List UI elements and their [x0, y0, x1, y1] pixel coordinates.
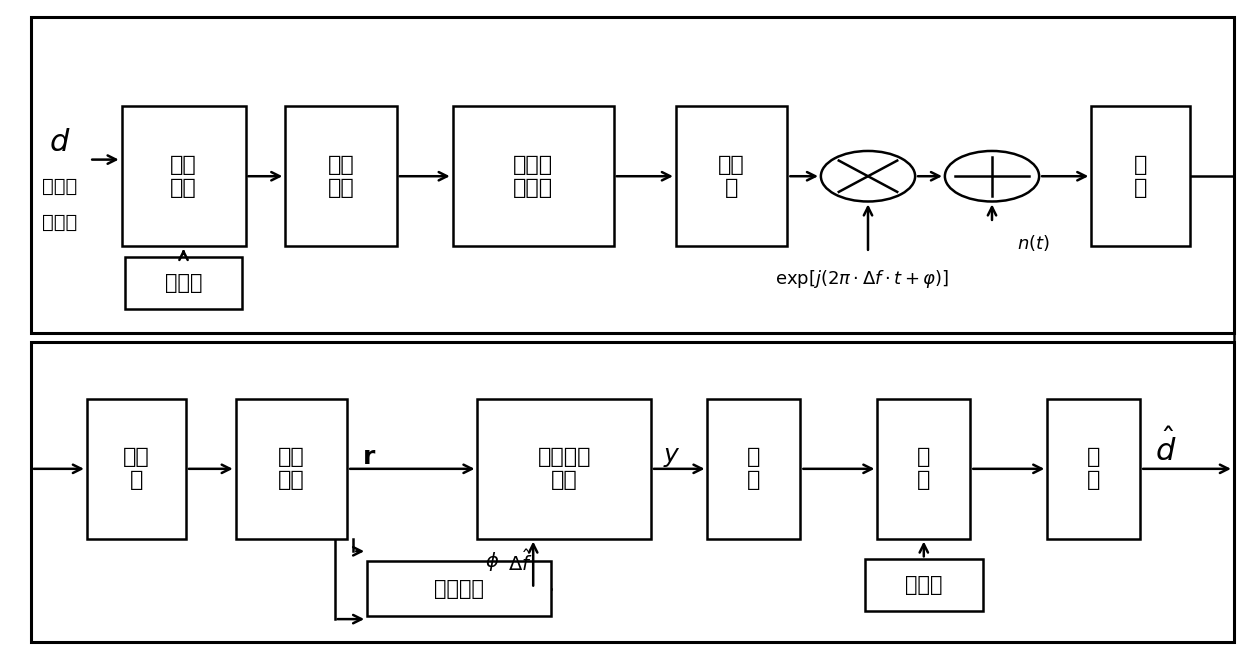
- Text: 数字
采样: 数字 采样: [278, 448, 305, 490]
- Text: $\mathbf{r}$: $\mathbf{r}$: [362, 445, 376, 469]
- Text: 载波同步: 载波同步: [434, 579, 484, 598]
- Text: 特序列: 特序列: [42, 213, 77, 232]
- Text: 分插
导频: 分插 导频: [327, 155, 355, 198]
- Text: 信息比: 信息比: [42, 177, 77, 196]
- Text: $y$: $y$: [663, 445, 681, 469]
- Text: 数字基
带调制: 数字基 带调制: [513, 155, 553, 198]
- Text: 频偏相偏
校正: 频偏相偏 校正: [537, 448, 591, 490]
- Text: 扩频码: 扩频码: [165, 273, 202, 293]
- Text: 判
决: 判 决: [1087, 448, 1100, 490]
- Bar: [453, 106, 614, 246]
- Bar: [707, 399, 800, 539]
- Text: 扩频
调制: 扩频 调制: [170, 155, 197, 198]
- Text: 扩频码: 扩频码: [905, 575, 942, 595]
- Bar: [124, 257, 243, 309]
- Bar: [1047, 399, 1141, 539]
- Text: 解
调: 解 调: [748, 448, 760, 490]
- Bar: [676, 106, 787, 246]
- Text: 下变
频: 下变 频: [123, 448, 150, 490]
- Bar: [477, 399, 651, 539]
- Text: 解
扩: 解 扩: [918, 448, 930, 490]
- Text: $\Delta\hat{f}$: $\Delta\hat{f}$: [508, 549, 533, 575]
- Text: $\exp[j(2\pi\cdot\Delta f\cdot t+\varphi)]$: $\exp[j(2\pi\cdot\Delta f\cdot t+\varphi…: [775, 268, 949, 291]
- Bar: [236, 399, 347, 539]
- Text: $n(t)$: $n(t)$: [1017, 233, 1050, 253]
- Text: 上变
频: 上变 频: [718, 155, 745, 198]
- Text: 滤
波: 滤 波: [1135, 155, 1147, 198]
- Bar: [31, 17, 1234, 332]
- Bar: [31, 342, 1234, 642]
- Text: $d$: $d$: [48, 128, 71, 158]
- Text: $\hat{d}$: $\hat{d}$: [1156, 428, 1177, 467]
- Bar: [866, 559, 982, 611]
- Bar: [878, 399, 970, 539]
- Bar: [367, 561, 551, 616]
- Bar: [87, 399, 186, 539]
- Text: $\phi$: $\phi$: [486, 551, 500, 573]
- Bar: [122, 106, 246, 246]
- Bar: [285, 106, 397, 246]
- Bar: [1091, 106, 1190, 246]
